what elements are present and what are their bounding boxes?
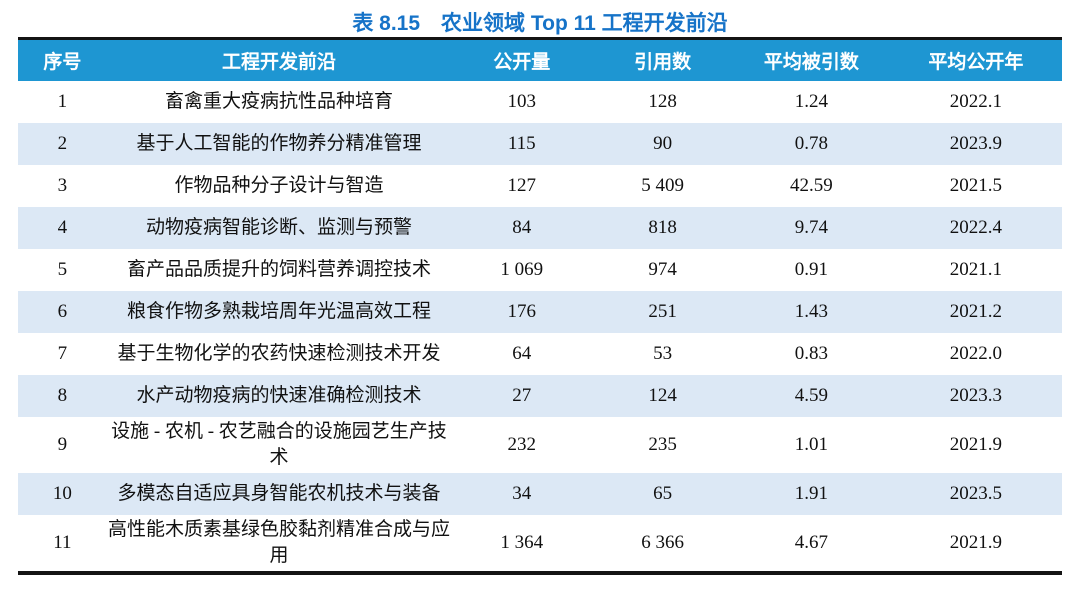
cell-avg-year: 2022.0 [949, 343, 1002, 364]
cell-front: 粮食作物多熟栽培周年光温高效工程 [126, 301, 431, 322]
table-row: 9 设施 - 农机 - 农艺融合的设施园艺生产技术 232 235 1.01 2… [18, 417, 1062, 473]
cell-no: 6 [57, 301, 68, 322]
page-title: 表 8.15 农业领域 Top 11 工程开发前沿 [352, 12, 728, 35]
cell-no: 3 [57, 175, 68, 196]
cell-publications: 232 [507, 434, 536, 455]
column-header-avg-citations: 平均被引数 [733, 40, 890, 81]
cell-citations: 5 409 [641, 175, 685, 196]
column-header-publications: 公开量 [451, 40, 593, 81]
table-row: 3 作物品种分子设计与智造 127 5 409 42.59 2021.5 [18, 165, 1062, 207]
cell-no: 4 [57, 217, 68, 238]
cell-avg-year: 2021.2 [949, 301, 1002, 322]
cell-no: 9 [57, 434, 68, 455]
table-row: 4 动物疫病智能诊断、监测与预警 84 818 9.74 2022.4 [18, 207, 1062, 249]
fronts-table: 序号 工程开发前沿 公开量 引用数 平均被引数 平均公开年 1 畜禽重大疫病抗性… [18, 40, 1062, 571]
cell-citations: 90 [653, 133, 673, 154]
cell-avg-year: 2022.4 [949, 217, 1002, 238]
table-row: 6 粮食作物多熟栽培周年光温高效工程 176 251 1.43 2021.2 [18, 291, 1062, 333]
column-header-no: 序号 [18, 40, 107, 81]
cell-no: 2 [57, 133, 68, 154]
cell-publications: 1 364 [500, 532, 544, 553]
table-row: 1 畜禽重大疫病抗性品种培育 103 128 1.24 2022.1 [18, 81, 1062, 123]
cell-citations: 6 366 [641, 532, 685, 553]
cell-avg-citations: 1.01 [794, 434, 829, 455]
table-body: 1 畜禽重大疫病抗性品种培育 103 128 1.24 2022.1 2 基于人… [18, 81, 1062, 571]
header-row: 序号 工程开发前沿 公开量 引用数 平均被引数 平均公开年 [18, 40, 1062, 81]
cell-publications: 27 [512, 385, 532, 406]
table-row: 5 畜产品品质提升的饲料营养调控技术 1 069 974 0.91 2021.1 [18, 249, 1062, 291]
cell-front: 畜禽重大疫病抗性品种培育 [164, 91, 393, 112]
cell-front: 作物品种分子设计与智造 [174, 175, 384, 196]
cell-citations: 53 [653, 343, 673, 364]
cell-citations: 235 [648, 434, 677, 455]
cell-avg-year: 2022.1 [949, 91, 1002, 112]
cell-avg-citations: 0.78 [794, 133, 829, 154]
cell-front: 基于生物化学的农药快速检测技术开发 [117, 343, 441, 364]
cell-no: 1 [57, 91, 68, 112]
cell-citations: 818 [648, 217, 677, 238]
cell-avg-citations: 9.74 [794, 217, 829, 238]
cell-front: 高性能木质素基绿色胶黏剂精准合成与应用 [107, 519, 450, 566]
cell-avg-citations: 42.59 [790, 175, 833, 196]
cell-front: 动物疫病智能诊断、监测与预警 [145, 217, 412, 238]
cell-front: 基于人工智能的作物养分精准管理 [136, 133, 422, 154]
cell-citations: 124 [648, 385, 677, 406]
cell-avg-year: 2021.1 [949, 259, 1002, 280]
cell-avg-year: 2023.9 [949, 133, 1002, 154]
cell-citations: 251 [648, 301, 677, 322]
cell-front: 畜产品品质提升的饲料营养调控技术 [126, 259, 431, 280]
cell-avg-year: 2021.5 [949, 175, 1002, 196]
cell-avg-year: 2021.9 [949, 434, 1002, 455]
cell-no: 8 [57, 385, 68, 406]
cell-no: 10 [52, 483, 72, 504]
table-row: 7 基于生物化学的农药快速检测技术开发 64 53 0.83 2022.0 [18, 333, 1062, 375]
cell-publications: 176 [507, 301, 536, 322]
table-container: 序号 工程开发前沿 公开量 引用数 平均被引数 平均公开年 1 畜禽重大疫病抗性… [18, 37, 1062, 575]
cell-avg-citations: 1.43 [794, 301, 829, 322]
cell-no: 11 [53, 532, 72, 553]
cell-no: 5 [57, 259, 68, 280]
table-row: 11 高性能木质素基绿色胶黏剂精准合成与应用 1 364 6 366 4.67 … [18, 515, 1062, 571]
cell-front: 多模态自适应具身智能农机技术与装备 [117, 483, 441, 504]
cell-avg-citations: 1.91 [794, 483, 829, 504]
cell-front: 设施 - 农机 - 农艺融合的设施园艺生产技术 [111, 421, 447, 468]
cell-publications: 127 [507, 175, 536, 196]
cell-avg-citations: 4.59 [794, 385, 829, 406]
table-bottom-rule [18, 571, 1062, 575]
cell-avg-citations: 0.91 [794, 259, 829, 280]
cell-publications: 34 [512, 483, 532, 504]
cell-publications: 84 [512, 217, 532, 238]
cell-avg-year: 2023.5 [949, 483, 1002, 504]
cell-avg-year: 2021.9 [949, 532, 1002, 553]
cell-no: 7 [57, 343, 68, 364]
cell-front: 水产动物疫病的快速准确检测技术 [136, 385, 422, 406]
cell-avg-citations: 1.24 [794, 91, 829, 112]
table-row: 2 基于人工智能的作物养分精准管理 115 90 0.78 2023.9 [18, 123, 1062, 165]
cell-citations: 65 [653, 483, 673, 504]
table-header: 序号 工程开发前沿 公开量 引用数 平均被引数 平均公开年 [18, 40, 1062, 81]
cell-publications: 103 [507, 91, 536, 112]
cell-publications: 64 [512, 343, 532, 364]
cell-avg-citations: 4.67 [794, 532, 829, 553]
column-header-avg-year: 平均公开年 [889, 40, 1062, 81]
column-header-citations: 引用数 [592, 40, 734, 81]
cell-avg-year: 2023.3 [949, 385, 1002, 406]
column-header-front: 工程开发前沿 [106, 40, 452, 81]
table-row: 8 水产动物疫病的快速准确检测技术 27 124 4.59 2023.3 [18, 375, 1062, 417]
cell-avg-citations: 0.83 [794, 343, 829, 364]
cell-citations: 128 [648, 91, 677, 112]
cell-publications: 115 [507, 133, 536, 154]
cell-publications: 1 069 [500, 259, 544, 280]
cell-citations: 974 [648, 259, 677, 280]
table-row: 10 多模态自适应具身智能农机技术与装备 34 65 1.91 2023.5 [18, 473, 1062, 515]
